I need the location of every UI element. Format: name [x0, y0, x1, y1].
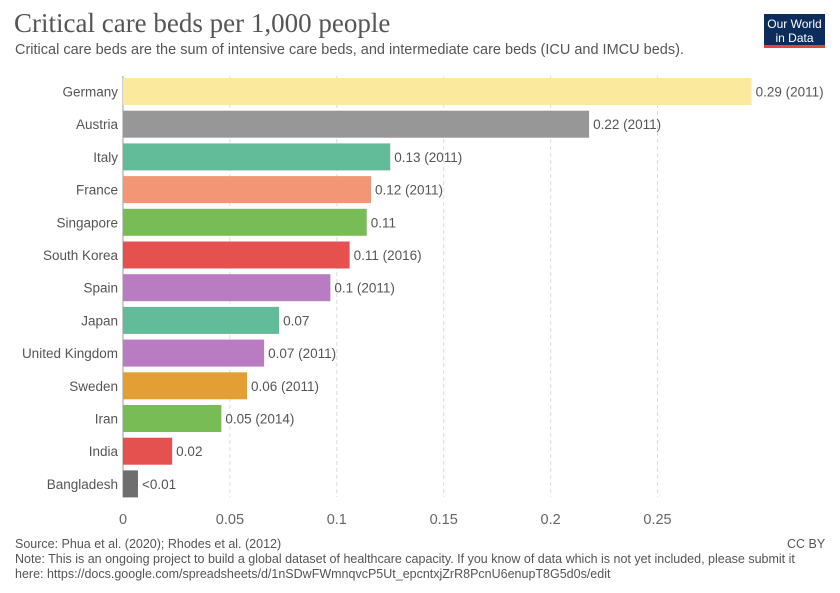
category-label: Austria — [76, 117, 119, 132]
logo-line-1: Our World — [767, 17, 822, 31]
category-label: Singapore — [56, 215, 118, 230]
bar-japan[interactable] — [123, 306, 280, 334]
category-label: Bangladesh — [47, 477, 118, 492]
bar-bangladesh[interactable] — [123, 470, 138, 498]
value-label: 0.1 (2011) — [334, 281, 395, 296]
category-label: South Korea — [43, 248, 119, 263]
value-label: 0.07 (2011) — [268, 346, 336, 361]
value-label: 0.22 (2011) — [593, 117, 661, 132]
value-labels: 0.29 (2011) 0.22 (2011) 0.13 (2011) 0.12 (2… — [142, 85, 824, 492]
bar-sweden[interactable] — [123, 372, 248, 400]
chart-subtitle: Critical care beds are the sum of intens… — [15, 42, 684, 58]
bar-germany[interactable] — [123, 78, 752, 105]
x-tick-label: 0 — [119, 512, 127, 528]
value-label: 0.13 (2011) — [394, 150, 462, 165]
value-label: 0.11 (2016) — [354, 248, 422, 263]
x-tick-label: 0.15 — [430, 512, 458, 528]
value-label: 0.11 — [371, 215, 396, 230]
category-label: Italy — [93, 150, 118, 165]
category-label: Spain — [83, 281, 118, 296]
bar-singapore[interactable] — [123, 208, 367, 236]
x-axis-ticks: 0 0.05 0.1 0.15 0.2 0.25 — [119, 512, 672, 528]
x-tick-label: 0.25 — [643, 512, 671, 528]
category-labels: Germany Austria Italy France Singapore South … — [22, 85, 119, 492]
logo-line-2: in Data — [775, 31, 814, 45]
category-label: Germany — [62, 85, 118, 100]
x-tick-label: 0.2 — [541, 512, 561, 528]
value-label: <0.01 — [142, 477, 176, 492]
category-label: Sweden — [69, 379, 118, 394]
value-label: 0.05 (2014) — [225, 412, 294, 427]
bar-united-kingdom[interactable] — [123, 339, 265, 367]
value-label: 0.06 (2011) — [251, 379, 319, 394]
category-label: Iran — [95, 412, 118, 427]
x-tick-label: 0.05 — [216, 512, 244, 528]
bar-india[interactable] — [123, 437, 173, 465]
value-label: 0.07 — [283, 313, 309, 328]
bars — [123, 78, 752, 498]
bar-iran[interactable] — [123, 405, 222, 432]
bar-france[interactable] — [123, 176, 372, 204]
note-line-2[interactable]: here: https://docs.google.com/spreadshee… — [15, 567, 611, 581]
license-link[interactable]: CC BY — [787, 537, 826, 551]
footer: Source: Phua et al. (2020); Rhodes et al… — [15, 537, 825, 582]
value-label: 0.12 (2011) — [375, 183, 443, 198]
category-label: India — [89, 444, 119, 459]
x-tick-label: 0.1 — [327, 512, 347, 528]
chart-title: Critical care beds per 1,000 people — [14, 8, 391, 38]
note-line-1: Note: This is an ongoing project to buil… — [15, 552, 795, 566]
bar-austria[interactable] — [123, 110, 590, 138]
owid-logo[interactable]: Our World in Data — [764, 14, 825, 48]
source-text: Source: Phua et al. (2020); Rhodes et al… — [15, 537, 282, 551]
bar-south-korea[interactable] — [123, 241, 350, 269]
category-label: Japan — [81, 313, 118, 328]
value-label: 0.29 (2011) — [756, 85, 824, 100]
category-label: France — [76, 183, 118, 198]
bar-spain[interactable] — [123, 274, 331, 302]
bar-italy[interactable] — [123, 143, 391, 171]
value-label: 0.02 — [176, 444, 202, 459]
category-label: United Kingdom — [22, 346, 118, 361]
